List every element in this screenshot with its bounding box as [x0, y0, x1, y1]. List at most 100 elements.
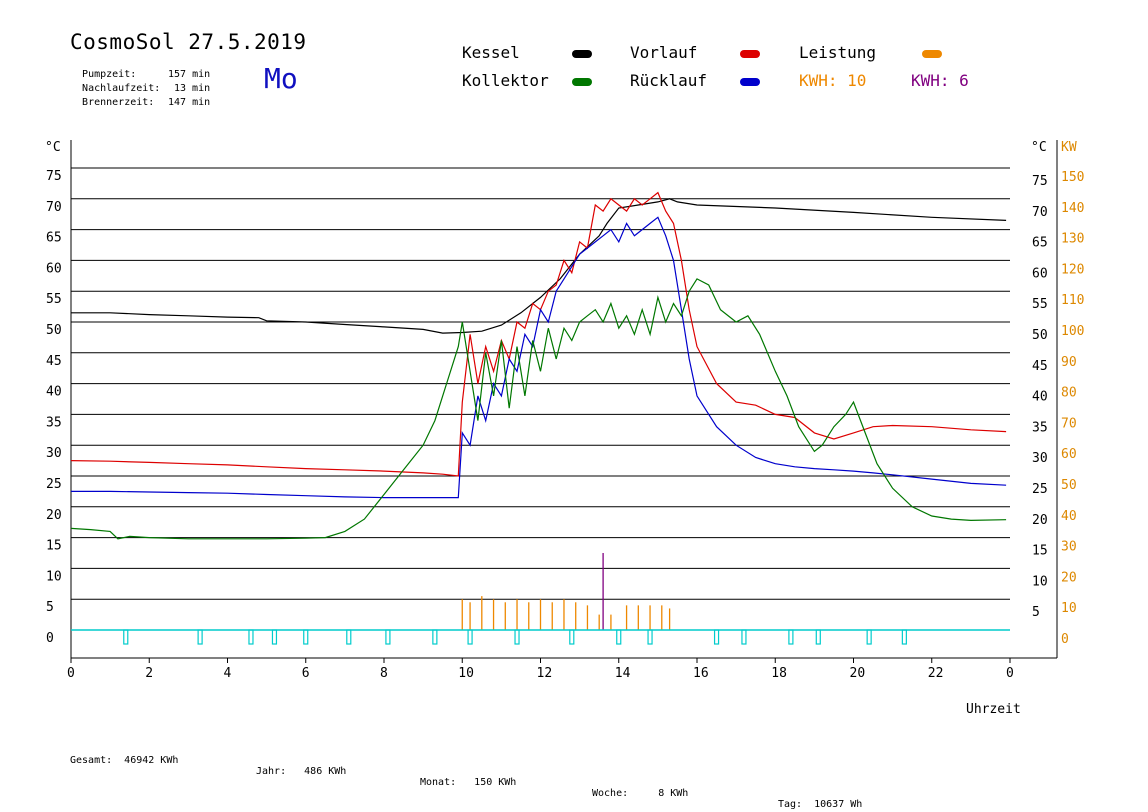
x-tick-label: 20 — [850, 666, 866, 681]
y-tick-right-c: 50 — [1032, 328, 1048, 343]
y-tick-right-c: 55 — [1032, 297, 1048, 312]
y-axis-right-unit-c: °C — [1031, 140, 1047, 155]
y-tick-right-kw: 100 — [1061, 324, 1084, 339]
y-tick-left: 55 — [46, 292, 62, 307]
y-tick-right-kw: 90 — [1061, 355, 1077, 370]
y-tick-left: 25 — [46, 477, 62, 492]
legend-vorlauf-swatch — [740, 50, 760, 58]
y-tick-left: 45 — [46, 354, 62, 369]
x-tick-label: 10 — [458, 666, 474, 681]
y-tick-left: 40 — [46, 385, 62, 400]
y-tick-right-c: 10 — [1032, 574, 1048, 589]
y-tick-right-c: 40 — [1032, 390, 1048, 405]
pump-on-marker — [788, 629, 794, 645]
series-vorlauf-line — [70, 191, 1007, 477]
y-tick-right-c: 75 — [1032, 174, 1048, 189]
y-tick-left: 10 — [46, 569, 62, 584]
weekday-label: Mo — [264, 62, 298, 95]
pump-on-marker — [514, 629, 520, 645]
pump-on-marker — [303, 629, 309, 645]
y-tick-right-kw: 80 — [1061, 386, 1077, 401]
footer-monat: Monat: 150 KWh — [420, 777, 517, 788]
footer-woche: Woche: 8 KWh — [592, 788, 689, 799]
x-tick-label: 4 — [224, 666, 232, 681]
x-tick-label: 22 — [928, 666, 944, 681]
legend-leistung: Leistung — [799, 43, 877, 62]
pump-on-marker — [385, 629, 391, 645]
pump-on-marker — [901, 629, 907, 645]
y-tick-left: 15 — [46, 539, 62, 554]
y-tick-right-kw: 110 — [1061, 293, 1084, 308]
legend-ruecklauf-swatch — [740, 78, 760, 86]
y-tick-right-kw: 60 — [1061, 447, 1077, 462]
pump-on-marker — [248, 629, 254, 645]
x-tick-label: 2 — [145, 666, 153, 681]
pump-on-marker — [197, 629, 203, 645]
y-tick-right-kw: 30 — [1061, 540, 1077, 555]
y-tick-right-kw: 0 — [1061, 632, 1069, 647]
y-tick-right-kw: 130 — [1061, 232, 1084, 247]
y-tick-right-c: 35 — [1032, 420, 1048, 435]
footer-tag: Tag: 10637 Wh — [778, 799, 863, 810]
x-tick-label: 16 — [693, 666, 709, 681]
series-kollektor-line — [70, 278, 1007, 540]
x-tick-label: 14 — [615, 666, 631, 681]
pump-on-marker — [123, 629, 129, 645]
afterrun-time-label: Nachlaufzeit: — [82, 83, 161, 94]
pump-time-value: 157 min — [168, 69, 211, 80]
y-tick-right-kw: 120 — [1061, 262, 1084, 277]
pump-on-marker — [616, 629, 622, 645]
y-tick-right-kw: 150 — [1061, 170, 1084, 185]
burner-time-row: Brennerzeit: 147 min — [70, 86, 210, 108]
pump-on-marker — [815, 629, 821, 645]
legend-leistung-swatch — [922, 50, 942, 58]
legend-kwh-2: KWH: 6 — [911, 71, 969, 90]
y-axis-right-unit-kw: KW — [1061, 140, 1077, 155]
y-tick-right-c: 5 — [1032, 605, 1040, 620]
pump-on-marker — [346, 629, 352, 645]
legend-kollektor: Kollektor — [462, 71, 549, 90]
pump-on-marker — [741, 629, 747, 645]
y-tick-right-c: 65 — [1032, 236, 1048, 251]
x-tick-label: 0 — [67, 666, 75, 681]
y-tick-left: 35 — [46, 415, 62, 430]
pump-on-marker — [432, 629, 438, 645]
burner-time-label: Brennerzeit: — [82, 97, 155, 108]
afterrun-time-value: 13 min — [174, 83, 211, 94]
pump-time-row: Pumpzeit: 157 min — [70, 58, 210, 80]
y-axis-left-unit: °C — [45, 140, 61, 155]
chart-title: CosmoSol 27.5.2019 — [70, 30, 307, 54]
pump-on-marker — [467, 629, 473, 645]
y-tick-right-kw: 50 — [1061, 478, 1077, 493]
y-tick-left: 65 — [46, 231, 62, 246]
pump-time-label: Pumpzeit: — [82, 69, 137, 80]
legend-vorlauf: Vorlauf — [630, 43, 698, 62]
y-tick-right-c: 60 — [1032, 266, 1048, 281]
y-tick-left: 20 — [46, 508, 62, 523]
x-axis-label: Uhrzeit — [966, 702, 1021, 717]
series-kessel-line — [71, 198, 1007, 334]
footer-gesamt: Gesamt: 46942 KWh — [70, 755, 179, 766]
y-tick-right-c: 45 — [1032, 359, 1048, 374]
y-tick-right-kw: 70 — [1061, 416, 1077, 431]
y-tick-left: 60 — [46, 261, 62, 276]
y-tick-right-c: 30 — [1032, 451, 1048, 466]
legend-kollektor-swatch — [572, 78, 592, 86]
y-tick-left: 75 — [46, 169, 62, 184]
burner-time-value: 147 min — [168, 97, 211, 108]
footer-stats: Gesamt: 46942 KWh Jahr: 486 KWh Monat: 1… — [70, 744, 862, 810]
y-tick-left: 50 — [46, 323, 62, 338]
legend-kwh-1: KWH: 10 — [799, 71, 867, 90]
pump-on-marker — [713, 629, 720, 645]
pump-on-marker — [647, 629, 653, 645]
legend-kessel: Kessel — [462, 43, 520, 62]
legend-ruecklauf: Rücklauf — [630, 71, 708, 90]
pump-on-marker — [569, 629, 575, 645]
y-tick-right-kw: 20 — [1061, 570, 1077, 585]
x-tick-label: 8 — [380, 666, 388, 681]
x-tick-label: 6 — [302, 666, 310, 681]
pump-on-marker — [271, 629, 278, 645]
y-tick-right-kw: 40 — [1061, 509, 1077, 524]
afterrun-time-row: Nachlaufzeit: 13 min — [70, 72, 210, 94]
